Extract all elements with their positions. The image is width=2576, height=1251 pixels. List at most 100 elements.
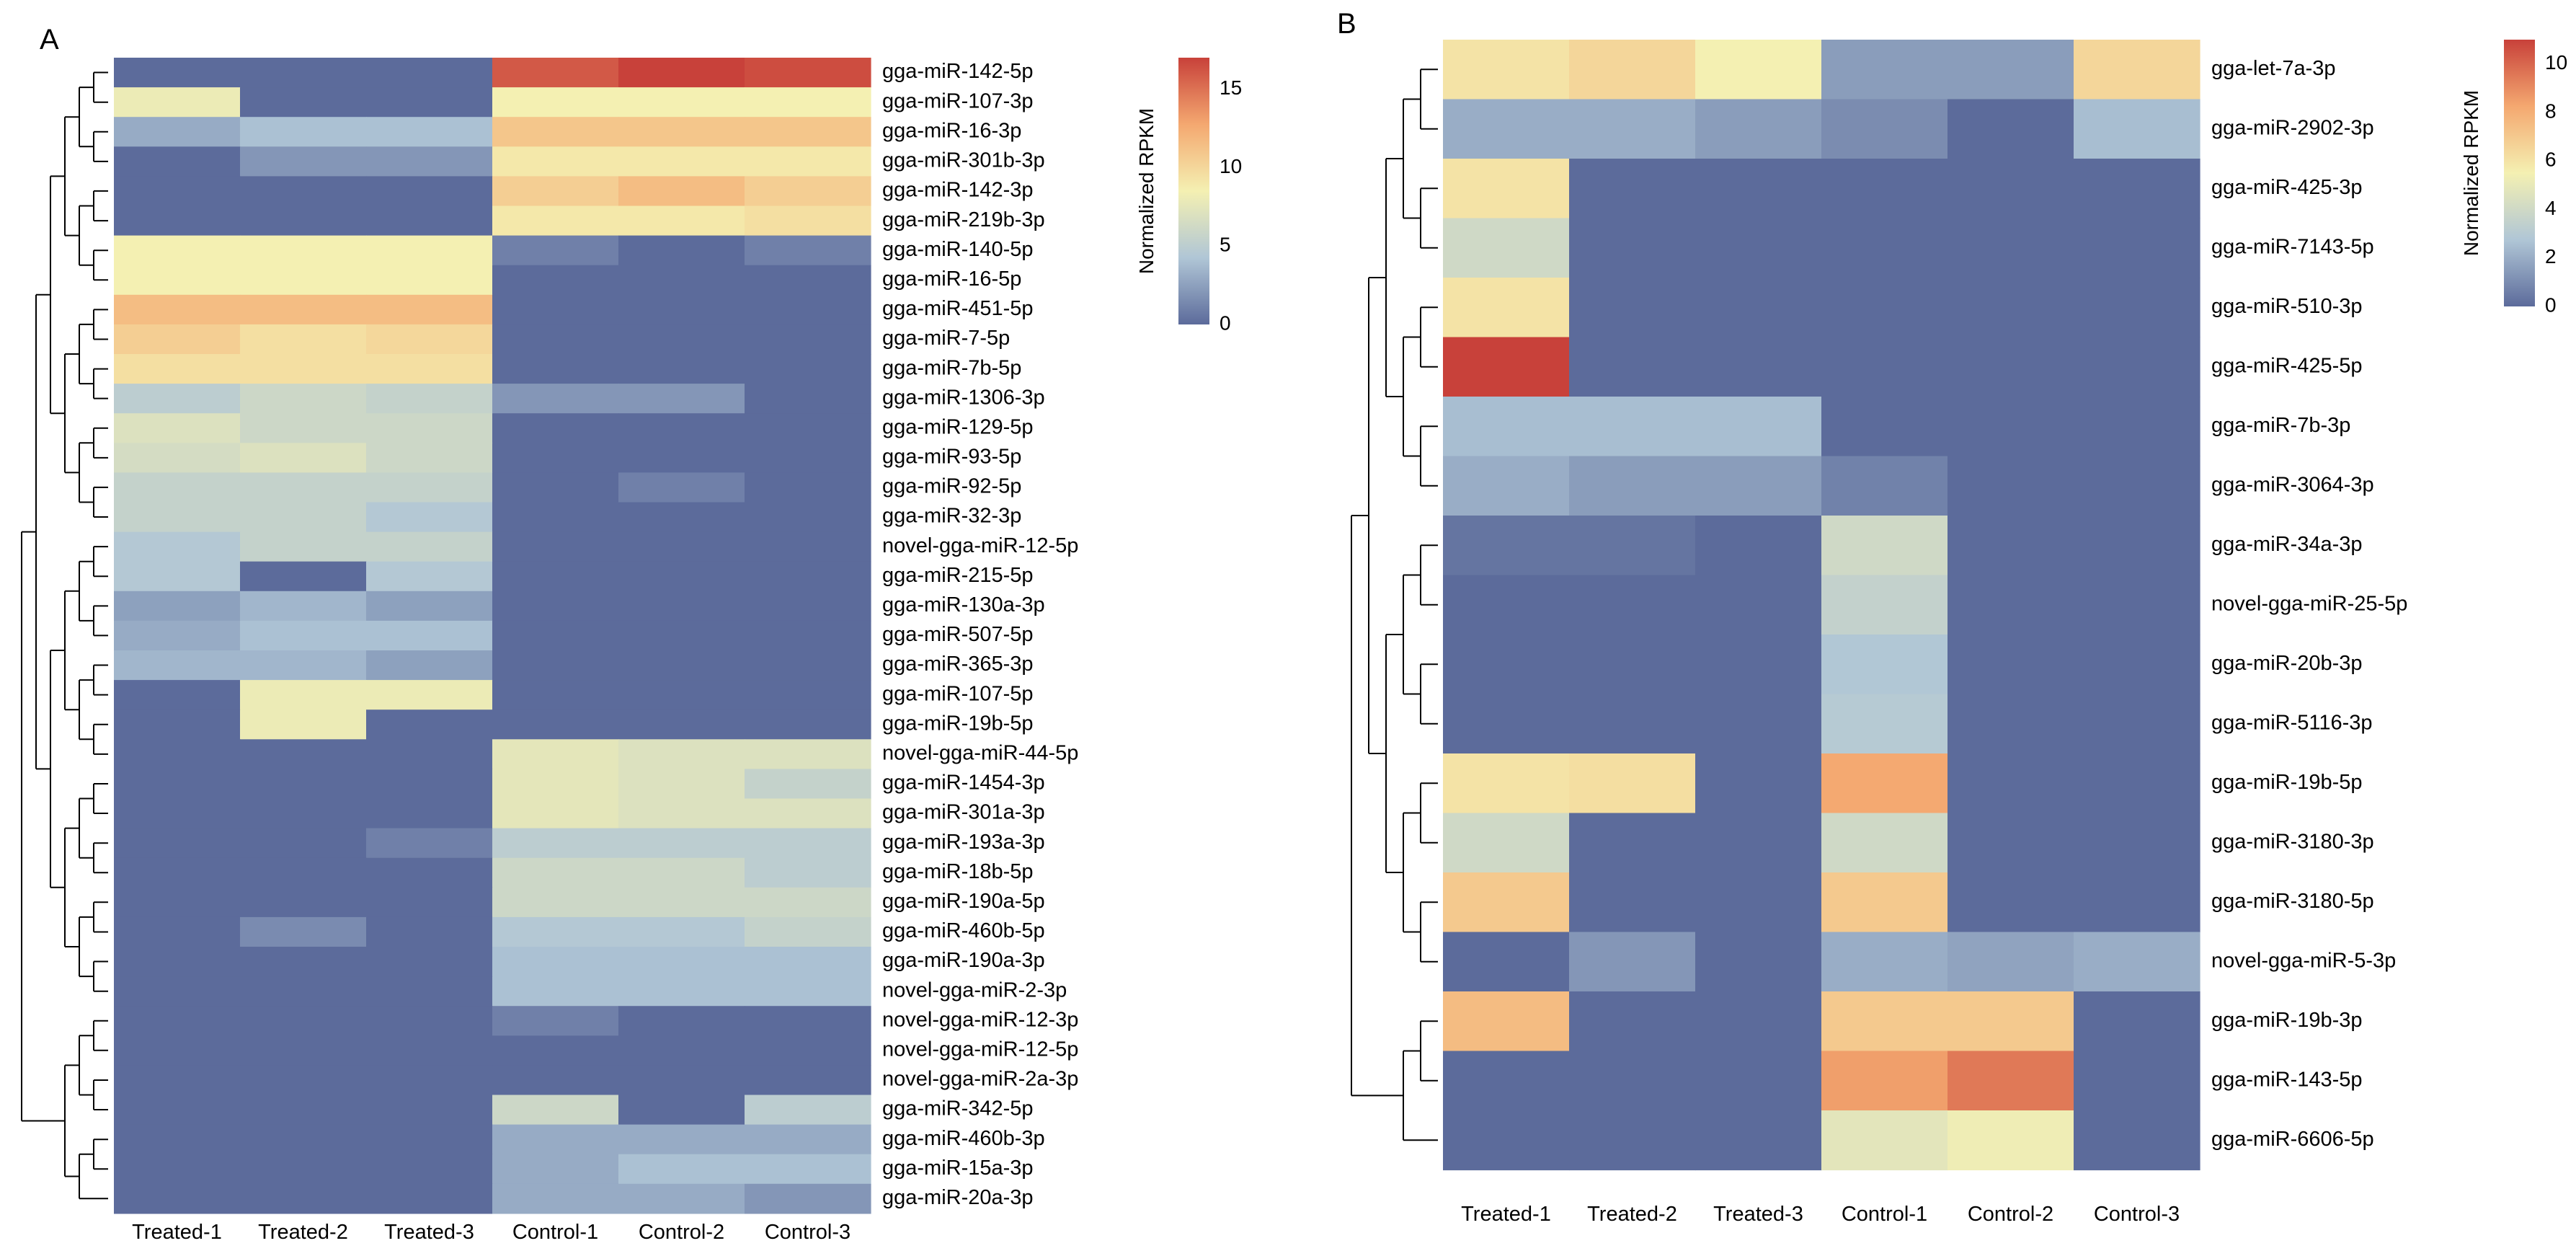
heatmap-cell: [492, 443, 619, 473]
heatmap-cell: [114, 1154, 241, 1185]
panel-a-colorbar: 0 5 10 15 Normalized RPKM: [1135, 58, 1242, 334]
panel-a: A gga-miR-142-5p gga-miR-107-3p gga-miR-16…: [21, 24, 1242, 1244]
heatmap-cell: [745, 413, 871, 443]
heatmap-cell: [492, 1006, 619, 1036]
heatmap-cell: [240, 680, 367, 710]
heatmap-cell: [240, 265, 367, 296]
row-label: gga-miR-143-5p: [2211, 1068, 2363, 1091]
heatmap-cell: [492, 205, 619, 237]
heatmap-cell: [618, 798, 745, 829]
heatmap-cell: [1821, 397, 1948, 457]
panel-b-column-labels: Treated-1 Treated-2 Treated-3 Control-1 Cont…: [1461, 1203, 2180, 1226]
colorbar-gradient: [2504, 40, 2535, 306]
heatmap-cell: [745, 443, 871, 473]
heatmap-cell: [240, 798, 367, 829]
row-label: gga-miR-460b-3p: [882, 1127, 1045, 1150]
heatmap-cell: [1947, 516, 2074, 576]
heatmap-cell: [1695, 1051, 1822, 1111]
heatmap-cell: [492, 176, 619, 207]
heatmap-cell: [745, 798, 871, 829]
heatmap-cell: [492, 798, 619, 829]
heatmap-cell: [240, 916, 367, 947]
row-label: novel-gga-miR-12-5p: [882, 534, 1078, 557]
heatmap-cell: [1821, 635, 1948, 695]
row-label: gga-miR-34a-3p: [2211, 533, 2363, 556]
row-label: gga-miR-510-3p: [2211, 295, 2363, 318]
colorbar-tick-label: 8: [2545, 100, 2557, 122]
row-label: gga-miR-142-3p: [882, 179, 1034, 202]
row-label: gga-miR-6606-5p: [2211, 1128, 2374, 1151]
heatmap-cell: [492, 265, 619, 296]
heatmap-cell: [745, 561, 871, 592]
row-label: gga-miR-215-5p: [882, 564, 1034, 587]
heatmap-cell: [1821, 99, 1948, 159]
heatmap-cell: [366, 1006, 493, 1036]
row-label: gga-miR-19b-3p: [2211, 1009, 2363, 1032]
heatmap-cell: [1695, 932, 1822, 992]
heatmap-cell: [1947, 872, 2074, 933]
row-label: gga-miR-129-5p: [882, 415, 1034, 438]
row-label: gga-miR-7b-3p: [2211, 414, 2350, 437]
heatmap-cell: [492, 769, 619, 800]
heatmap-cell: [114, 1035, 241, 1066]
heatmap-cell: [1443, 40, 1570, 100]
row-label: novel-gga-miR-2-3p: [882, 978, 1067, 1002]
heatmap-cell: [618, 87, 745, 118]
panel-b: B gga-let-7a-3p gga-miR-2902-3p gga-miR-42…: [1337, 8, 2567, 1226]
heatmap-cell: [240, 502, 367, 533]
heatmap-cell: [1947, 991, 2074, 1052]
heatmap-cell: [1443, 337, 1570, 397]
heatmap-cell: [114, 324, 241, 355]
heatmap-cell: [618, 916, 745, 947]
heatmap-cell: [240, 739, 367, 769]
row-label: gga-miR-3180-3p: [2211, 830, 2374, 853]
heatmap-cell: [2074, 218, 2200, 278]
heatmap-cell: [114, 828, 241, 859]
row-label: novel-gga-miR-12-3p: [882, 1008, 1078, 1031]
colorbar-tick-label: 0: [2545, 293, 2557, 316]
heatmap-cell: [492, 1095, 619, 1126]
heatmap-cell: [366, 739, 493, 769]
heatmap-cell: [366, 680, 493, 710]
heatmap-cell: [745, 1035, 871, 1066]
heatmap-cell: [366, 472, 493, 503]
heatmap-cell: [240, 146, 367, 177]
heatmap-cell: [114, 857, 241, 888]
column-label: Treated-2: [1587, 1203, 1677, 1226]
heatmap-cell: [366, 591, 493, 622]
heatmap-cell: [745, 1183, 871, 1214]
heatmap-cell: [1695, 278, 1822, 338]
row-label: gga-miR-19b-5p: [2211, 771, 2363, 794]
heatmap-cell: [618, 265, 745, 296]
heatmap-cell: [618, 443, 745, 473]
heatmap-cell: [1695, 575, 1822, 635]
heatmap-cell: [114, 235, 241, 266]
colorbar-tick-label: 10: [1220, 155, 1242, 177]
heatmap-cell: [240, 176, 367, 207]
row-label: novel-gga-miR-5-3p: [2211, 949, 2396, 972]
heatmap-cell: [114, 502, 241, 533]
heatmap-cell: [2074, 635, 2200, 695]
heatmap-cell: [1569, 456, 1696, 516]
heatmap-cell: [745, 887, 871, 918]
heatmap-cell: [1947, 932, 2074, 992]
heatmap-cell: [1569, 516, 1696, 576]
heatmap-cell: [240, 531, 367, 562]
heatmap-cell: [492, 739, 619, 769]
row-label: novel-gga-miR-2a-3p: [882, 1068, 1078, 1091]
heatmap-cell: [1443, 872, 1570, 933]
heatmap-cell: [1443, 575, 1570, 635]
row-label: gga-miR-365-3p: [882, 653, 1034, 676]
heatmap-cell: [618, 769, 745, 800]
heatmap-cell: [114, 146, 241, 177]
heatmap-cell: [2074, 991, 2200, 1052]
heatmap-cell: [1695, 218, 1822, 278]
panel-a-heatmap-cells: [114, 58, 871, 1214]
colorbar-tick-label: 0: [1220, 311, 1231, 334]
heatmap-cell: [366, 828, 493, 859]
heatmap-cell: [618, 1006, 745, 1036]
heatmap-cell: [618, 502, 745, 533]
heatmap-cell: [492, 354, 619, 384]
heatmap-cell: [366, 769, 493, 800]
heatmap-cell: [492, 1065, 619, 1096]
